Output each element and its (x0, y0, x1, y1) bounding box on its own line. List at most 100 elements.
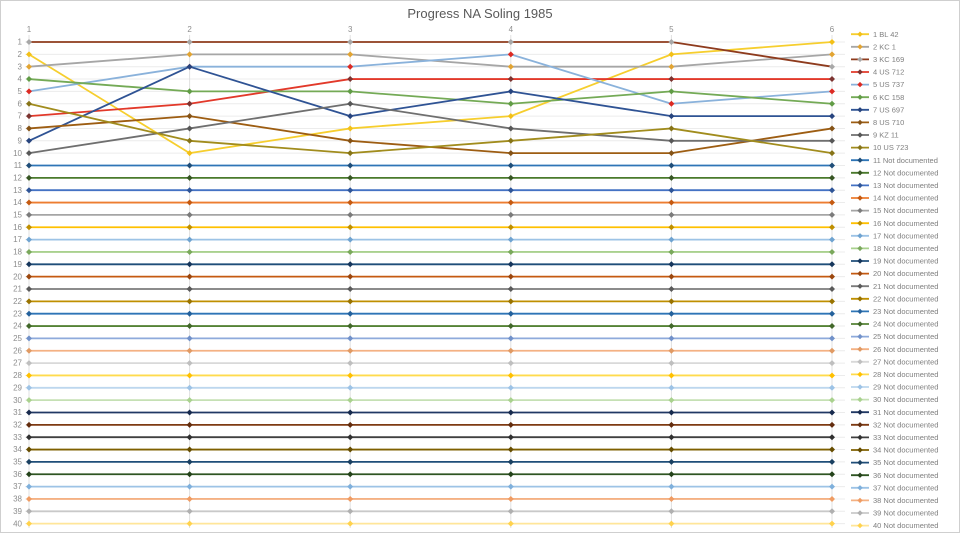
y-axis-label: 10 (13, 149, 22, 158)
legend-marker (857, 296, 863, 302)
series-marker (507, 187, 514, 194)
series-marker (186, 495, 193, 502)
series-marker (26, 409, 32, 416)
series-marker (26, 310, 32, 317)
series (26, 458, 835, 465)
series-marker (829, 495, 835, 502)
legend-label: 25 Not documented (873, 332, 938, 341)
series-marker (829, 323, 835, 330)
y-axis-label: 33 (13, 433, 22, 442)
series-marker (26, 187, 32, 194)
legend-item: 18 Not documented (851, 244, 938, 253)
series-line (28, 102, 832, 155)
series-marker (347, 310, 354, 317)
legend-label: 32 Not documented (873, 420, 938, 429)
y-axis-label: 15 (13, 211, 22, 220)
series-marker (507, 409, 514, 416)
series-marker (507, 236, 514, 243)
series (26, 298, 835, 305)
series-marker (347, 273, 354, 280)
series-marker (347, 508, 354, 515)
series-marker (829, 298, 835, 305)
series-marker (347, 150, 354, 157)
series-marker (829, 458, 835, 465)
series-marker (186, 39, 193, 45)
series-marker (668, 458, 675, 465)
legend-item: 34 Not documented (851, 446, 938, 455)
legend-marker (857, 434, 863, 441)
series-marker (347, 236, 354, 243)
series-marker (668, 125, 675, 132)
legend-marker (857, 195, 863, 201)
legend-label: 7 US 697 (873, 105, 904, 114)
series-marker (829, 224, 835, 231)
series-marker (668, 273, 675, 280)
series-marker (347, 63, 354, 70)
series-marker (668, 409, 675, 416)
legend-item: 4 US 712 (851, 68, 904, 77)
series-marker (26, 347, 32, 354)
series-marker (347, 76, 354, 83)
series-marker (829, 520, 835, 527)
series-marker (186, 421, 193, 428)
series-marker (507, 434, 514, 441)
legend-marker (857, 396, 863, 403)
legend-label: 22 Not documented (873, 294, 938, 303)
series-marker (347, 286, 354, 292)
series-marker (26, 174, 32, 181)
legend-label: 17 Not documented (873, 231, 938, 240)
legend-item: 16 Not documented (851, 219, 938, 228)
y-axis-label: 21 (13, 285, 22, 294)
series-line (28, 53, 833, 105)
legend-label: 31 Not documented (873, 408, 938, 417)
series-marker (347, 483, 354, 490)
series-marker (829, 236, 835, 243)
y-axis-label: 2 (18, 50, 23, 59)
series-marker (668, 39, 675, 45)
series-marker (347, 100, 354, 107)
series-marker (829, 397, 835, 404)
legend-item: 12 Not documented (851, 168, 938, 177)
legend-item: 23 Not documented (851, 307, 938, 316)
series-marker (186, 471, 193, 478)
series (26, 483, 835, 490)
series-marker (186, 113, 193, 120)
series-marker (507, 446, 514, 453)
series-marker (507, 347, 514, 354)
legend-marker (857, 81, 863, 88)
series-marker (347, 347, 354, 354)
series-line (28, 102, 833, 155)
series-marker (507, 211, 514, 218)
legend-item: 29 Not documented (851, 383, 938, 392)
series (26, 310, 835, 317)
series (26, 360, 835, 367)
legend-label: 13 Not documented (873, 181, 938, 190)
series-marker (26, 63, 32, 70)
series (26, 286, 835, 292)
legend-label: 9 KZ 11 (873, 131, 899, 140)
series-marker (829, 162, 835, 169)
series-marker (26, 261, 32, 268)
series-marker (829, 335, 835, 342)
legend-label: 12 Not documented (873, 168, 938, 177)
series (26, 347, 835, 354)
legend-item: 22 Not documented (851, 294, 938, 303)
series-line (28, 78, 832, 117)
series-marker (507, 508, 514, 515)
series-marker (186, 261, 193, 268)
series-marker (829, 421, 835, 428)
y-axis-label: 29 (13, 383, 22, 392)
series-marker (668, 483, 675, 490)
series-marker (186, 100, 193, 107)
y-axis-label: 8 (18, 124, 23, 133)
series-marker (186, 273, 193, 280)
series-marker (668, 88, 675, 95)
series-marker (186, 174, 193, 181)
series-marker (186, 434, 193, 441)
legend-marker (857, 459, 863, 466)
legend-item: 19 Not documented (851, 257, 938, 266)
legend-item: 27 Not documented (851, 357, 938, 366)
y-axis-label: 16 (13, 223, 22, 232)
legend-item: 6 KC 158 (851, 93, 904, 102)
series-marker (668, 298, 675, 305)
